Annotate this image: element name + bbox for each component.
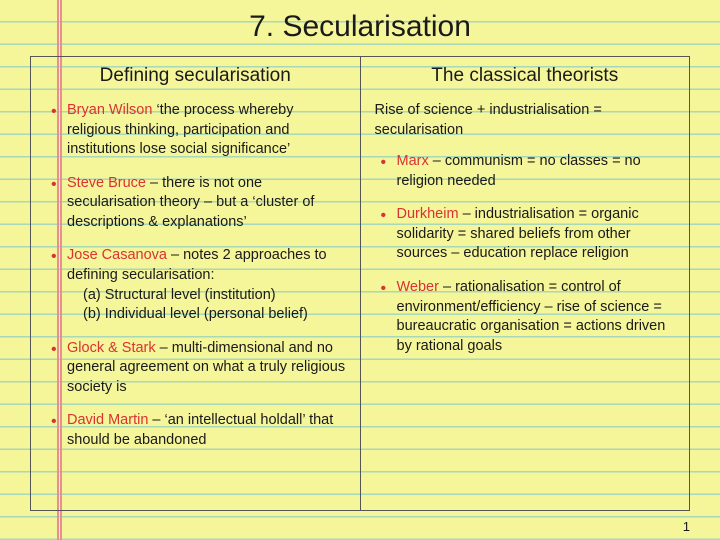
list-item: Glock & Stark – multi-dimensional and no… — [45, 339, 346, 398]
author-name: Jose Casanova — [67, 247, 167, 263]
list-item: Durkheim – industrialisation = organic s… — [375, 205, 676, 264]
right-list: Marx – communism = no classes = no relig… — [375, 152, 676, 356]
author-name: Steve Bruce — [67, 175, 146, 191]
left-column-header: Defining secularisation — [45, 65, 346, 87]
list-item: Weber – rationalisation = control of env… — [375, 278, 676, 356]
left-list: Bryan Wilson ‘the process whereby religi… — [45, 101, 346, 450]
page-number: 1 — [683, 519, 690, 534]
author-name: Weber — [397, 279, 439, 295]
left-column: Defining secularisation Bryan Wilson ‘th… — [31, 57, 361, 510]
list-item: Marx – communism = no classes = no relig… — [375, 152, 676, 191]
right-column: The classical theorists Rise of science … — [361, 57, 690, 510]
author-name: Durkheim — [397, 206, 459, 222]
right-intro: Rise of science + industrialisation = se… — [375, 101, 676, 140]
author-name: David Martin — [67, 412, 148, 428]
two-column-table: Defining secularisation Bryan Wilson ‘th… — [30, 56, 690, 511]
author-name: Marx — [397, 153, 429, 169]
list-item: Steve Bruce – there is not one secularis… — [45, 174, 346, 233]
author-name: Bryan Wilson — [67, 102, 152, 118]
slide-content: 7. Secularisation Defining secularisatio… — [0, 0, 720, 540]
author-name: Glock & Stark — [67, 340, 156, 356]
list-item: David Martin – ‘an intellectual holdall’… — [45, 411, 346, 450]
item-text: – communism = no classes = no religion n… — [397, 153, 641, 189]
sub-a: (a) Structural level (institution) — [67, 286, 346, 306]
page-title: 7. Secularisation — [30, 10, 690, 44]
list-item: Jose Casanova – notes 2 approaches to de… — [45, 246, 346, 324]
list-item: Bryan Wilson ‘the process whereby religi… — [45, 101, 346, 160]
right-column-header: The classical theorists — [375, 65, 676, 87]
sub-b: (b) Individual level (personal belief) — [67, 305, 346, 325]
